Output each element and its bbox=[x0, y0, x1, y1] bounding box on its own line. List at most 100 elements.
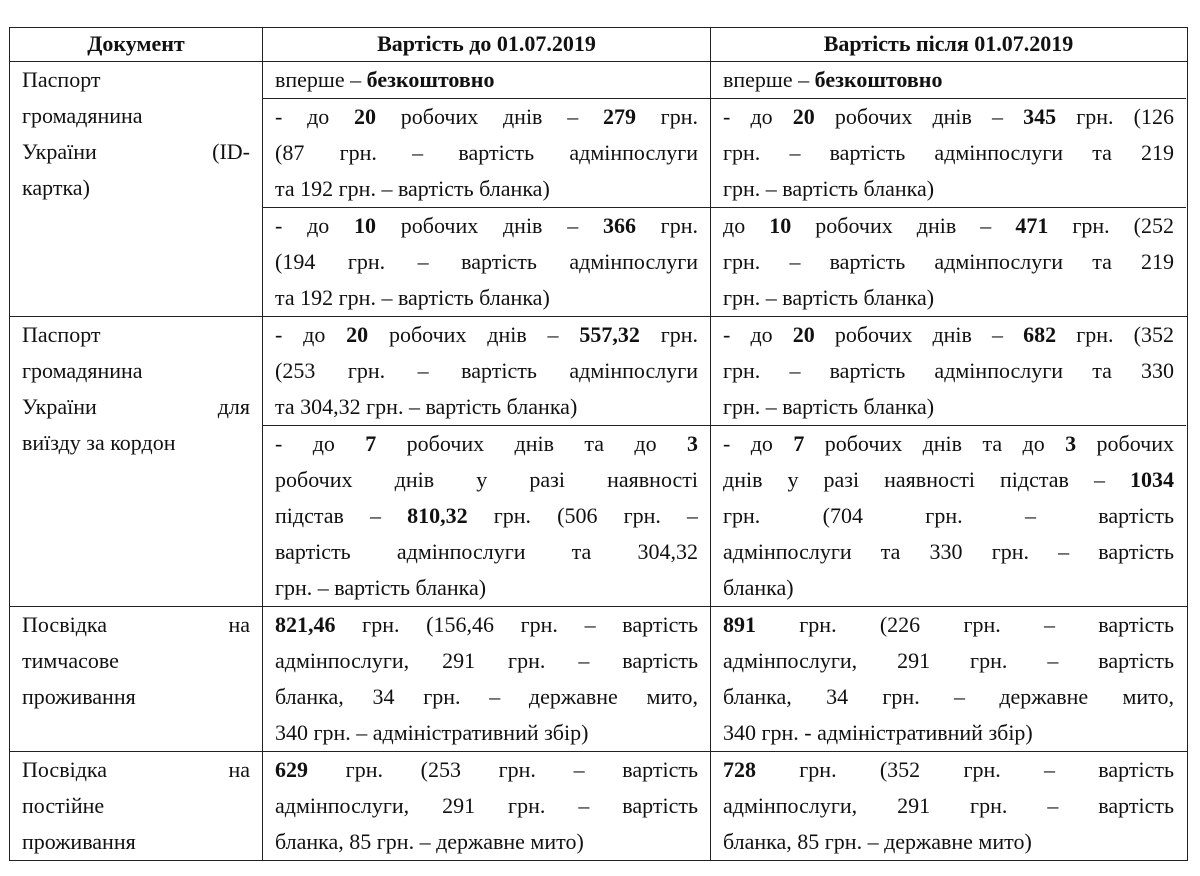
text-segment: адмінпослуги, 291 грн. – вартість bbox=[723, 793, 1174, 818]
text-segment: робочих днів – bbox=[791, 213, 1016, 238]
text-line: грн. – вартість бланка) bbox=[275, 570, 698, 606]
text-line: грн. – вартість бланка) bbox=[723, 171, 1174, 207]
text-segment: - до bbox=[723, 104, 793, 129]
cost-before-cell: - до 20 робочих днів – 557,32 грн. (253 г… bbox=[262, 317, 710, 606]
text-line: (194 грн. – вартість адмінпослуги bbox=[275, 244, 698, 280]
bold-text: 20 bbox=[346, 322, 369, 347]
text-segment: 340 грн. - адміністративний збір) bbox=[723, 720, 1033, 745]
text-line: громадянина bbox=[22, 353, 250, 389]
text-segment: грн. – вартість бланка) bbox=[275, 575, 487, 600]
document-cell: Посвідка на тимчасове проживання bbox=[10, 607, 262, 751]
text-segment: адмінпослуги, 291 грн. – вартість bbox=[275, 648, 698, 673]
text-segment: картка) bbox=[22, 175, 90, 200]
text-line: громадянина bbox=[22, 98, 250, 134]
bold-text: безкоштовно bbox=[366, 67, 495, 92]
bold-text: 557,32 bbox=[579, 322, 640, 347]
text-line: 340 грн. – адміністративний збір) bbox=[275, 715, 698, 751]
text-line: та 304,32 грн. – вартість бланка) bbox=[275, 389, 698, 425]
bold-text: безкоштовно bbox=[814, 67, 943, 92]
text-segment: грн. – вартість бланка) bbox=[723, 285, 935, 310]
bold-text: 20 bbox=[792, 104, 815, 129]
text-line: тимчасове bbox=[22, 643, 250, 679]
cost-option: вперше – безкоштовно bbox=[263, 62, 710, 98]
cost-option: 728 грн. (352 грн. – вартість адмінпослуг… bbox=[711, 752, 1186, 860]
text-segment: грн. (226 грн. – вартість bbox=[756, 612, 1174, 637]
bold-text: 3 bbox=[687, 431, 698, 456]
bold-text: 7 bbox=[793, 431, 805, 456]
text-line: 821,46 грн. (156,46 грн. – вартість bbox=[275, 607, 698, 643]
text-segment: робочих днів та до bbox=[804, 431, 1066, 456]
text-segment: підстав – bbox=[275, 503, 408, 528]
text-segment: грн. (126 bbox=[1056, 104, 1174, 129]
text-segment: адмінпослуги, 291 грн. – вартість bbox=[723, 648, 1174, 673]
cost-option: 891 грн. (226 грн. – вартість адмінпослуг… bbox=[711, 607, 1186, 751]
text-segment: бланка, 85 грн. – державне мито) bbox=[275, 829, 584, 854]
text-line: - до 7 робочих днів та до 3 bbox=[275, 426, 698, 462]
header-document: Документ bbox=[87, 31, 185, 56]
text-line: бланка, 85 грн. – державне мито) bbox=[723, 824, 1174, 860]
bold-text: 20 bbox=[354, 104, 377, 129]
text-line: та 192 грн. – вартість бланка) bbox=[275, 280, 698, 316]
text-segment: грн. (352 грн. – вартість bbox=[756, 757, 1174, 782]
text-line: підстав – 810,32 грн. (506 грн. – bbox=[275, 498, 698, 534]
cost-option: - до 20 робочих днів – 682 грн. (352 грн.… bbox=[711, 317, 1186, 425]
bold-text: 345 bbox=[1023, 104, 1057, 129]
text-line: 340 грн. - адміністративний збір) bbox=[723, 715, 1174, 751]
text-line: робочих днів у разі наявності bbox=[275, 462, 698, 498]
cost-after-cell: 891 грн. (226 грн. – вартість адмінпослуг… bbox=[710, 607, 1186, 751]
text-line: грн. – вартість адмінпослуги та 219 bbox=[723, 135, 1174, 171]
bold-text: 821,46 bbox=[275, 612, 336, 637]
text-line: адмінпослуги, 291 грн. – вартість bbox=[723, 643, 1174, 679]
table-row: Паспорт громадянина України для виїзду за к… bbox=[10, 316, 1187, 606]
bold-text: 366 bbox=[602, 213, 636, 238]
cost-option: вперше – безкоштовно bbox=[711, 62, 1186, 98]
text-segment: робочих днів – bbox=[376, 213, 603, 238]
text-line: та 192 грн. – вартість бланка) bbox=[275, 171, 698, 207]
cost-after-cell: - до 20 робочих днів – 682 грн. (352 грн.… bbox=[710, 317, 1186, 606]
cost-option: 629 грн. (253 грн. – вартість адмінпослуг… bbox=[263, 752, 710, 860]
text-segment: - до bbox=[275, 431, 366, 456]
text-segment: грн. bbox=[635, 213, 698, 238]
text-line: грн. – вартість бланка) bbox=[723, 280, 1174, 316]
table-header-row: Документ Вартість до 01.07.2019 Вартість… bbox=[10, 28, 1187, 61]
bold-text: 7 bbox=[365, 431, 377, 456]
text-line: України (ID- bbox=[22, 134, 250, 170]
cost-before-cell: 821,46 грн. (156,46 грн. – вартість адмін… bbox=[262, 607, 710, 751]
text-line: адмінпослуги, 291 грн. – вартість bbox=[275, 788, 698, 824]
price-table: Документ Вартість до 01.07.2019 Вартість… bbox=[9, 27, 1188, 861]
text-segment: (253 грн. – вартість адмінпослуги bbox=[275, 358, 698, 383]
text-segment: Паспорт bbox=[22, 322, 101, 347]
document-cell: Паспорт громадянина України для виїзду за к… bbox=[10, 317, 262, 606]
text-line: проживання bbox=[22, 679, 250, 715]
text-segment: грн. (252 bbox=[1048, 213, 1174, 238]
cost-option: - до 10 робочих днів – 366 грн. (194 грн.… bbox=[263, 207, 710, 316]
text-line: адмінпослуги, 291 грн. – вартість bbox=[275, 643, 698, 679]
text-line: - до 20 робочих днів – 279 грн. bbox=[275, 99, 698, 135]
text-segment: адмінпослуги та 330 грн. – вартість bbox=[723, 539, 1174, 564]
text-segment: 340 грн. – адміністративний збір) bbox=[275, 720, 589, 745]
text-line: грн. – вартість бланка) bbox=[723, 389, 1174, 425]
text-segment: днів у разі наявності підстав – bbox=[723, 467, 1130, 492]
text-line: - до 7 робочих днів та до 3 робочих bbox=[723, 426, 1174, 462]
text-line: адмінпослуги та 330 грн. – вартість bbox=[723, 534, 1174, 570]
text-line: вперше – безкоштовно bbox=[723, 62, 1174, 98]
text-segment: - до bbox=[723, 322, 793, 347]
bold-text: 471 bbox=[1015, 213, 1049, 238]
text-segment: грн. (352 bbox=[1056, 322, 1174, 347]
cost-after-cell: вперше – безкоштовно - до 20 робочих днів… bbox=[710, 62, 1186, 316]
text-segment: грн. (156,46 грн. – вартість bbox=[335, 612, 698, 637]
text-segment: грн. (253 грн. – вартість bbox=[308, 757, 698, 782]
text-segment: України (ID- bbox=[22, 139, 250, 164]
cost-option: - до 20 робочих днів – 279 грн. (87 грн. … bbox=[263, 98, 710, 207]
text-segment: робочих днів – bbox=[814, 322, 1024, 347]
text-segment: проживання bbox=[22, 829, 136, 854]
cost-option: - до 7 робочих днів та до 3 робочих днів … bbox=[711, 425, 1186, 606]
text-segment: Паспорт bbox=[22, 67, 101, 92]
text-line: 728 грн. (352 грн. – вартість bbox=[723, 752, 1174, 788]
text-segment: громадянина bbox=[22, 358, 143, 383]
text-segment: та 304,32 грн. – вартість бланка) bbox=[275, 394, 578, 419]
bold-text: 682 bbox=[1023, 322, 1057, 347]
text-segment: грн. – вартість бланка) bbox=[723, 176, 935, 201]
text-line: 629 грн. (253 грн. – вартість bbox=[275, 752, 698, 788]
cost-option: - до 7 робочих днів та до 3 робочих днів … bbox=[263, 425, 710, 606]
